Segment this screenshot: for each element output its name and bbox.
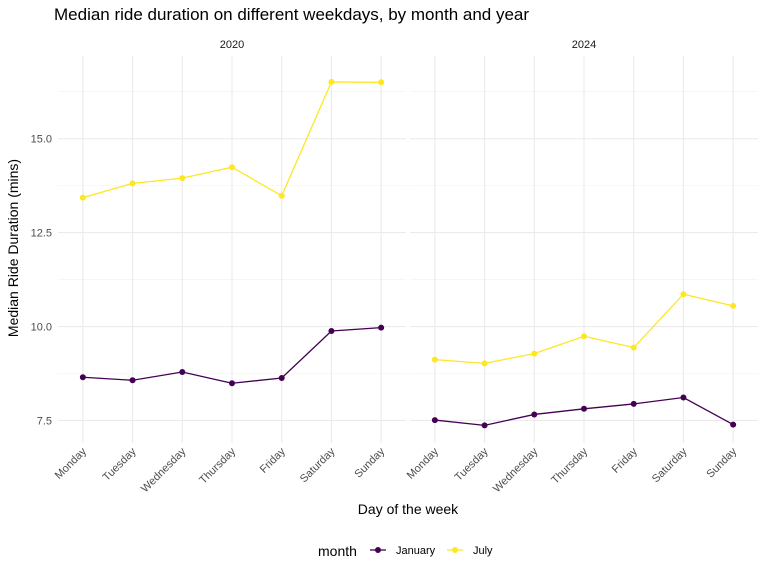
y-tick-label: 15.0 <box>31 134 52 146</box>
panel-2024: 2024 Monday Tuesday Wednesday Thursday Friday… <box>405 39 758 495</box>
y-axis: 7.5 10.0 12.5 15.0 <box>31 134 52 428</box>
panel-strip-label: 2024 <box>572 39 596 51</box>
data-point-january <box>129 377 136 384</box>
data-point-july <box>378 79 385 86</box>
legend-label-january: January <box>396 545 436 557</box>
data-point-july <box>431 356 438 363</box>
x-tick-label: Wednesday <box>139 445 189 495</box>
data-point-july <box>730 302 737 309</box>
x-tick-label: Saturday <box>650 445 690 485</box>
data-point-january <box>278 374 285 381</box>
x-tick-label: Thursday <box>197 445 238 486</box>
y-axis-title: Median Ride Duration (mins) <box>5 159 21 337</box>
data-point-july <box>79 194 86 201</box>
data-point-july <box>630 344 637 351</box>
panel-2020: 2020 Monday Tuesday Wednesday Thursday Friday… <box>53 39 406 495</box>
y-tick-label: 7.5 <box>37 415 52 427</box>
data-point-july <box>328 78 335 85</box>
data-point-january <box>581 405 587 412</box>
panel-strip-label: 2020 <box>220 39 244 51</box>
data-point-january <box>378 324 385 331</box>
legend: month January July <box>318 543 493 559</box>
data-point-january <box>229 380 235 387</box>
legend-key-point-july <box>452 547 458 553</box>
data-point-july <box>179 175 186 182</box>
x-tick-label: Wednesday <box>491 445 541 495</box>
x-tick-label: Sunday <box>704 445 739 480</box>
x-tick-label: Monday <box>405 445 442 482</box>
x-tick-label: Monday <box>53 445 90 482</box>
data-point-july <box>680 291 687 298</box>
x-axis-title: Day of the week <box>358 501 459 517</box>
x-tick-label: Tuesday <box>101 445 139 483</box>
y-tick-label: 12.5 <box>31 228 52 240</box>
data-point-july <box>581 333 587 340</box>
x-tick-label: Sunday <box>352 445 387 480</box>
data-point-july <box>278 192 285 199</box>
data-point-july <box>481 360 488 367</box>
data-point-january <box>730 421 737 428</box>
data-point-january <box>431 417 438 424</box>
legend-key-point-january <box>375 547 381 553</box>
data-point-january <box>79 374 86 381</box>
data-point-july <box>229 164 235 171</box>
x-tick-label: Saturday <box>298 445 338 485</box>
legend-label-july: July <box>473 545 493 557</box>
chart-title: Median ride duration on different weekda… <box>54 5 529 24</box>
x-tick-label: Tuesday <box>453 445 491 483</box>
legend-title: month <box>318 543 357 559</box>
data-point-july <box>129 180 136 187</box>
data-point-july <box>531 350 538 357</box>
x-tick-label: Thursday <box>549 445 590 486</box>
data-point-january <box>531 411 538 418</box>
data-point-january <box>680 394 687 401</box>
data-point-january <box>630 400 637 407</box>
y-tick-label: 10.0 <box>31 322 52 334</box>
data-point-january <box>179 368 186 375</box>
data-point-january <box>328 328 335 335</box>
x-tick-label: Friday <box>610 445 640 475</box>
data-point-january <box>481 422 488 429</box>
x-tick-label: Friday <box>258 445 288 475</box>
